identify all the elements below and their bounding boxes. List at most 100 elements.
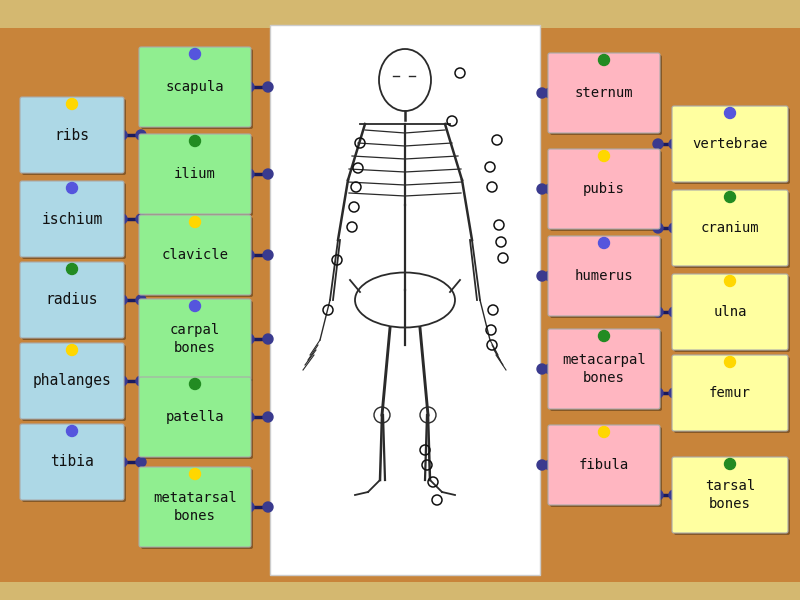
Circle shape: [190, 379, 201, 389]
FancyBboxPatch shape: [22, 345, 126, 421]
Circle shape: [725, 356, 735, 367]
FancyBboxPatch shape: [141, 379, 253, 459]
Circle shape: [598, 55, 610, 65]
Circle shape: [669, 307, 679, 317]
Text: metatarsal
bones: metatarsal bones: [153, 491, 237, 523]
Circle shape: [66, 98, 78, 109]
FancyBboxPatch shape: [0, 582, 800, 600]
FancyBboxPatch shape: [141, 49, 253, 129]
Text: ilium: ilium: [174, 167, 216, 181]
Circle shape: [669, 388, 679, 398]
FancyBboxPatch shape: [0, 0, 800, 28]
FancyBboxPatch shape: [672, 274, 788, 350]
Circle shape: [136, 214, 146, 224]
FancyBboxPatch shape: [22, 264, 126, 340]
FancyBboxPatch shape: [139, 47, 251, 127]
Text: vertebrae: vertebrae: [692, 137, 768, 151]
FancyBboxPatch shape: [674, 192, 790, 268]
FancyBboxPatch shape: [548, 236, 660, 316]
Circle shape: [669, 139, 679, 149]
Circle shape: [537, 271, 547, 281]
Circle shape: [653, 223, 663, 233]
Circle shape: [653, 388, 663, 398]
Text: pubis: pubis: [583, 182, 625, 196]
Circle shape: [117, 130, 127, 140]
Text: patella: patella: [166, 410, 224, 424]
Text: sternum: sternum: [574, 86, 634, 100]
Circle shape: [598, 331, 610, 341]
Circle shape: [136, 130, 146, 140]
Circle shape: [244, 169, 254, 179]
FancyBboxPatch shape: [22, 426, 126, 502]
FancyBboxPatch shape: [141, 217, 253, 297]
Circle shape: [136, 295, 146, 305]
Text: scapula: scapula: [166, 80, 224, 94]
Text: ischium: ischium: [42, 211, 102, 226]
Circle shape: [653, 307, 663, 317]
Circle shape: [66, 425, 78, 437]
Circle shape: [66, 263, 78, 275]
FancyBboxPatch shape: [141, 136, 253, 216]
Circle shape: [263, 169, 273, 179]
Text: humerus: humerus: [574, 269, 634, 283]
FancyBboxPatch shape: [270, 25, 540, 575]
Text: carpal
bones: carpal bones: [170, 323, 220, 355]
Text: femur: femur: [709, 386, 751, 400]
FancyBboxPatch shape: [141, 301, 253, 381]
Circle shape: [537, 460, 547, 470]
Circle shape: [669, 223, 679, 233]
FancyBboxPatch shape: [672, 106, 788, 182]
Circle shape: [117, 295, 127, 305]
Circle shape: [725, 458, 735, 469]
FancyBboxPatch shape: [550, 331, 662, 411]
Circle shape: [190, 217, 201, 227]
Circle shape: [263, 502, 273, 512]
Circle shape: [545, 88, 555, 98]
Circle shape: [653, 490, 663, 500]
Circle shape: [66, 344, 78, 355]
Text: tibia: tibia: [50, 455, 94, 469]
Text: tarsal
bones: tarsal bones: [705, 479, 755, 511]
Circle shape: [117, 214, 127, 224]
FancyBboxPatch shape: [141, 469, 253, 549]
FancyBboxPatch shape: [672, 190, 788, 266]
Text: metacarpal
bones: metacarpal bones: [562, 353, 646, 385]
Text: cranium: cranium: [701, 221, 759, 235]
Circle shape: [117, 376, 127, 386]
Circle shape: [190, 136, 201, 146]
Circle shape: [117, 457, 127, 467]
FancyBboxPatch shape: [139, 299, 251, 379]
Circle shape: [244, 412, 254, 422]
FancyBboxPatch shape: [20, 424, 124, 500]
Text: ribs: ribs: [54, 127, 90, 142]
Circle shape: [598, 151, 610, 161]
FancyBboxPatch shape: [139, 134, 251, 214]
Circle shape: [244, 250, 254, 260]
FancyBboxPatch shape: [22, 183, 126, 259]
Circle shape: [66, 182, 78, 193]
Circle shape: [725, 107, 735, 118]
Text: ulna: ulna: [714, 305, 746, 319]
FancyBboxPatch shape: [20, 97, 124, 173]
Circle shape: [545, 460, 555, 470]
Circle shape: [263, 412, 273, 422]
FancyBboxPatch shape: [20, 262, 124, 338]
FancyBboxPatch shape: [548, 425, 660, 505]
FancyBboxPatch shape: [672, 457, 788, 533]
Text: radius: radius: [46, 292, 98, 307]
FancyBboxPatch shape: [20, 181, 124, 257]
Text: clavicle: clavicle: [162, 248, 229, 262]
FancyBboxPatch shape: [674, 357, 790, 433]
FancyBboxPatch shape: [672, 355, 788, 431]
Circle shape: [545, 364, 555, 374]
Circle shape: [653, 139, 663, 149]
Circle shape: [545, 184, 555, 194]
FancyBboxPatch shape: [674, 276, 790, 352]
Circle shape: [244, 82, 254, 92]
Circle shape: [263, 334, 273, 344]
Circle shape: [190, 49, 201, 59]
FancyBboxPatch shape: [139, 377, 251, 457]
Text: fibula: fibula: [579, 458, 629, 472]
FancyBboxPatch shape: [674, 108, 790, 184]
Circle shape: [263, 82, 273, 92]
